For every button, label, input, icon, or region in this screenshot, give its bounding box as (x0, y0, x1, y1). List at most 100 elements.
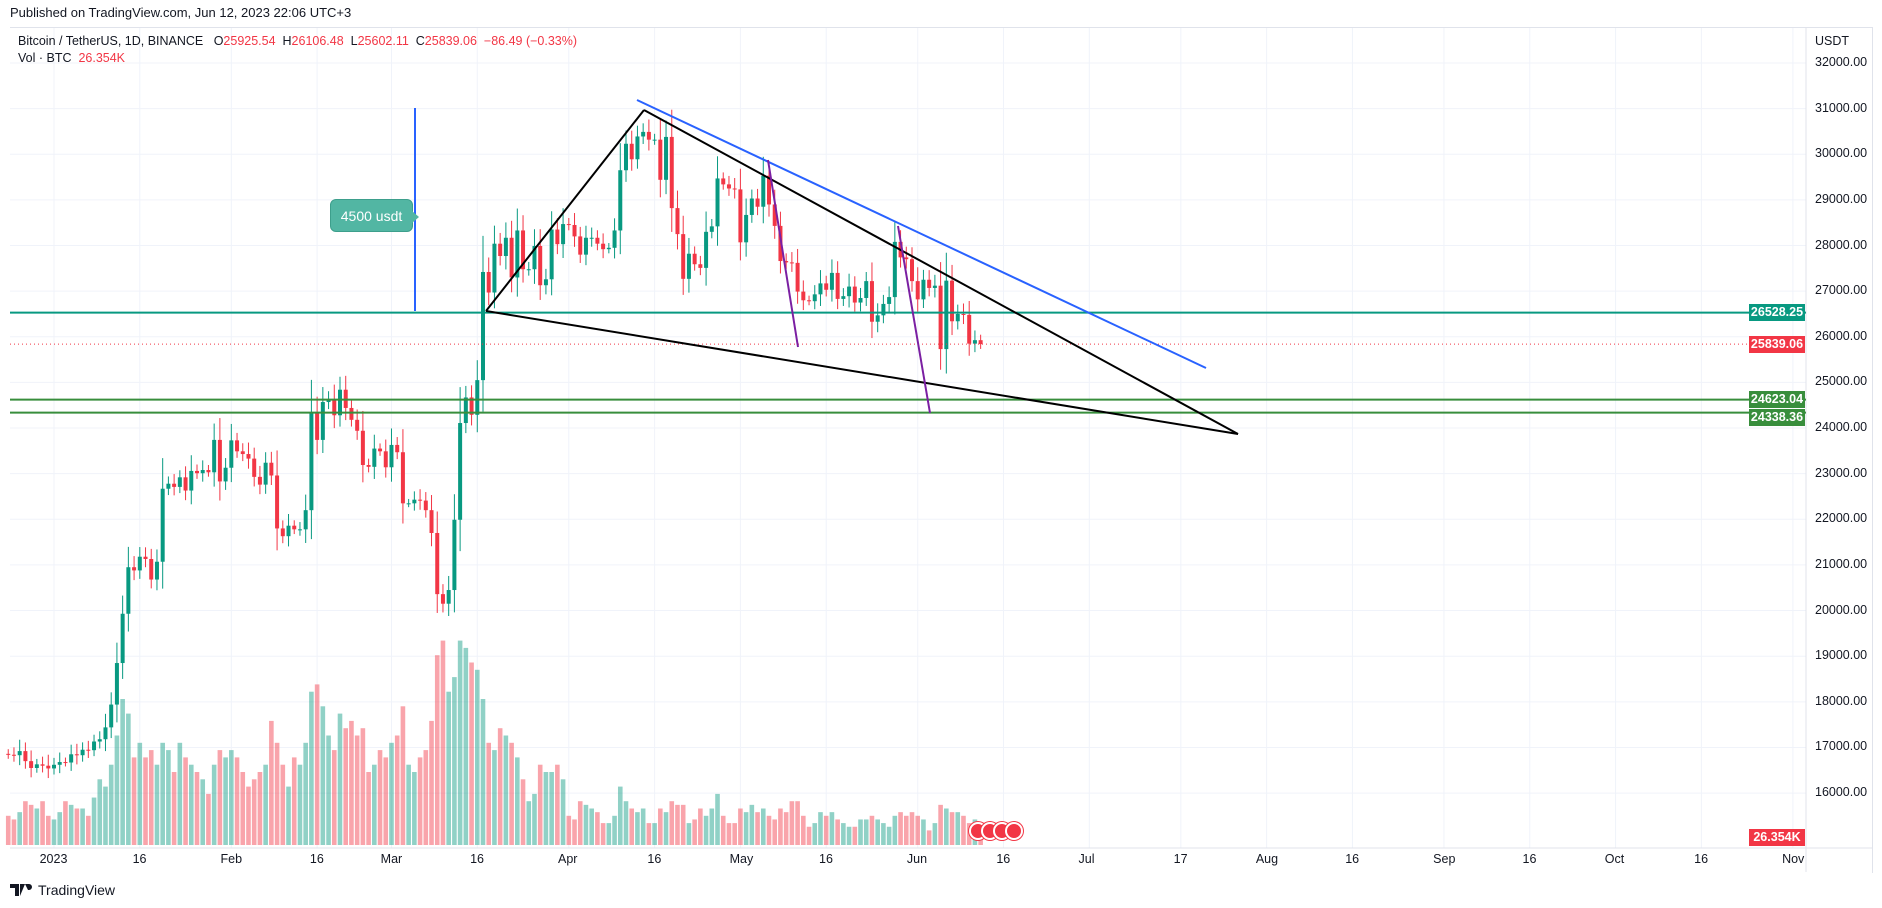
volume-bar (566, 815, 572, 845)
price-tick-label: 23000.00 (1815, 465, 1868, 480)
candle-body (406, 503, 411, 505)
volume-bar (229, 750, 234, 845)
volume-bar (823, 815, 829, 845)
volume-bar (97, 779, 103, 845)
candle-body (446, 590, 451, 604)
volume-bar (126, 713, 131, 845)
volume-bar (903, 815, 909, 845)
low-label: L (350, 34, 358, 48)
volume-bar (86, 815, 91, 845)
high-label: H (282, 34, 292, 48)
volume-bar (389, 742, 394, 845)
volume-bar (349, 720, 354, 845)
symbol-name[interactable]: Bitcoin / TetherUS, 1D, BINANCE (18, 34, 204, 48)
candle-body (669, 136, 674, 209)
purple-projection-2[interactable] (897, 225, 931, 414)
drawings[interactable] (414, 99, 1239, 435)
candle-body (97, 739, 102, 742)
volume-bar (732, 823, 737, 845)
candle-body (195, 470, 199, 474)
candle-body (732, 188, 737, 190)
time-tick-label: Sep (1433, 852, 1456, 866)
volume-bar (34, 808, 40, 845)
candle-body (944, 280, 949, 350)
volume-bar (503, 735, 509, 845)
volume-bar (778, 808, 783, 845)
volume-bar (263, 764, 268, 845)
purple-projection-1[interactable] (767, 159, 799, 348)
candle-body (418, 499, 423, 501)
volume-label[interactable]: Vol · BTC (18, 51, 72, 65)
candle-body (126, 567, 131, 614)
published-note: Published on TradingView.com, Jun 12, 20… (10, 5, 352, 20)
volume-bar (749, 804, 755, 845)
volume-bar (480, 699, 486, 845)
volume-bar (463, 647, 469, 845)
candle-body (664, 136, 669, 180)
open-value: 25925.54 (223, 34, 276, 48)
volume-bar (57, 812, 63, 845)
volume-bar (331, 750, 337, 845)
candle-body (927, 279, 932, 288)
volume-bar (532, 793, 537, 845)
candle-body (69, 754, 74, 763)
horizontal-levels[interactable] (10, 311, 1806, 414)
candle-body (189, 470, 194, 491)
volume-bar (309, 691, 314, 845)
price-tick-label: 22000.00 (1815, 511, 1868, 526)
volume-bar (206, 793, 211, 845)
volume-bar (555, 764, 560, 845)
upper-trendline-blue[interactable] (636, 99, 1207, 369)
volume-bar (726, 823, 732, 845)
volume-bar (829, 812, 835, 845)
candle-body (961, 313, 966, 315)
volume-bar (246, 786, 251, 845)
volume-bar (772, 819, 778, 845)
volume-legend: Vol · BTC 26.354K (18, 51, 125, 65)
volume-bar (652, 823, 657, 845)
volume-bar (932, 823, 938, 845)
candle-body (132, 567, 137, 571)
candle-body (521, 230, 526, 270)
volume-bar (337, 713, 343, 845)
volume-bar (166, 750, 171, 845)
candle-body (932, 285, 937, 288)
time-tick-label: 16 (132, 852, 147, 866)
candle-body (103, 727, 108, 740)
volume-bar (45, 815, 51, 845)
price-tick-label: 29000.00 (1815, 191, 1868, 206)
volume-bar (40, 801, 45, 845)
candle-body (955, 313, 960, 322)
candle-body (452, 519, 457, 591)
economic-events-icon[interactable] (969, 822, 1023, 840)
candle-body (412, 499, 417, 504)
volume-bar (675, 804, 680, 845)
volume-bar (28, 804, 34, 845)
candle-body (646, 131, 651, 140)
volume-bar (148, 750, 154, 845)
volume-bar (944, 808, 949, 845)
volume-bar (440, 640, 446, 845)
volume-bar (709, 808, 715, 845)
candle-body (875, 315, 880, 322)
volume-bar (377, 750, 383, 845)
triangle-lower-trendline[interactable] (485, 310, 1239, 435)
price-tick-label: 21000.00 (1815, 556, 1868, 571)
candle-body (149, 558, 154, 580)
callout-note[interactable]: 4500 usdt (330, 199, 419, 232)
time-tick-label: Apr (558, 852, 578, 866)
candle-body (315, 412, 320, 440)
grid (10, 28, 1872, 872)
volume-bar (74, 808, 80, 845)
volume-bar (80, 808, 85, 845)
volume-bar (663, 812, 669, 845)
triangle-upper-side[interactable] (485, 109, 645, 312)
candle-body (326, 399, 331, 403)
candle-body (641, 131, 646, 137)
candle-body (17, 751, 22, 756)
candle-body (74, 754, 79, 756)
triangle-upper-trendline[interactable] (643, 109, 1239, 435)
candle-body (80, 749, 85, 756)
candle-body (286, 525, 291, 537)
